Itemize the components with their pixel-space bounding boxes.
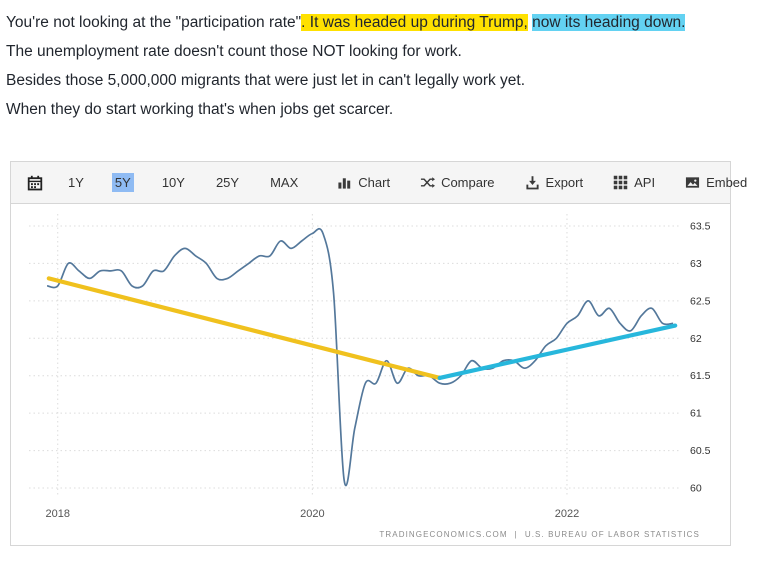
compare-button[interactable]: Compare [420,175,495,190]
action-label: API [634,175,656,190]
range-buttons: 1Y 5Y 10Y 25Y MAX [65,173,301,192]
action-buttons: Chart Compare Export API Embed [337,175,747,190]
post-line: The unemployment rate doesn't count thos… [6,37,769,66]
attribution: TRADINGECONOMICS.COM | U.S. BUREAU OF LA… [11,524,730,545]
post-segment: You're not looking at the "participation… [6,14,302,31]
highlight-yellow: . It was headed up during Trump, [301,14,528,31]
action-label: Embed [706,175,748,190]
embed-button[interactable]: Embed [685,175,747,190]
calendar-icon[interactable] [27,175,43,191]
y-axis-label: 60.5 [690,445,711,457]
y-axis-label: 63.5 [690,220,711,232]
highlight-cyan: now its heading down. [532,14,686,31]
attribution-source[interactable]: TRADINGECONOMICS.COM [379,530,508,539]
participation-rate-line [46,227,674,487]
chart-area: 60 60.5 61 61.5 62 62.5 63 63.5 2018 2020 2022 TRA… [11,204,730,545]
compare-icon [420,175,436,190]
x-axis-label: 2020 [300,508,324,520]
post-line: When they do start working that's when j… [6,95,769,124]
range-button-10y[interactable]: 10Y [159,173,188,192]
range-button-5y[interactable]: 5Y [111,173,134,192]
range-button-25y[interactable]: 25Y [213,173,242,192]
api-icon [613,175,628,190]
range-button-1y[interactable]: 1Y [65,173,87,192]
y-axis-label: 62.5 [690,295,711,307]
embed-icon [685,175,700,190]
api-button[interactable]: API [613,175,655,190]
bar-chart-icon [337,175,352,190]
x-axis-label: 2022 [555,508,579,520]
post-line: Besides those 5,000,000 migrants that we… [6,66,769,95]
post-segment: Besides those 5,000,000 migrants that we… [6,72,526,89]
y-axis-label: 63 [690,258,702,270]
participation-rate-chart[interactable]: 60 60.5 61 61.5 62 62.5 63 63.5 2018 2020 2022 [11,204,730,524]
post-segment: When they do start working that's when j… [6,101,394,118]
attribution-agency: U.S. BUREAU OF LABOR STATISTICS [524,530,700,539]
action-label: Chart [358,175,391,190]
trend-line-down [46,276,442,381]
y-axis-label: 62 [690,333,702,345]
attribution-separator: | [514,530,518,539]
export-button[interactable]: Export [525,175,584,190]
chart-widget: 1Y 5Y 10Y 25Y MAX Chart Compare Export API Embed… [10,161,747,546]
action-label: Compare [441,175,495,190]
post-text: You're not looking at the "participation… [0,0,769,124]
y-axis-label: 61.5 [690,370,711,382]
x-axis-label: 2018 [45,508,69,520]
trend-line-up [437,323,678,381]
range-button-max[interactable]: MAX [267,173,301,192]
y-axis-label: 60 [690,483,702,495]
action-label: Export [545,175,584,190]
y-axis-label: 61 [690,408,702,420]
post-line: You're not looking at the "participation… [6,8,769,37]
export-icon [525,175,540,190]
chart-toolbar: 1Y 5Y 10Y 25Y MAX Chart Compare Export API Embed [11,162,747,204]
chart-button[interactable]: Chart [337,175,390,190]
post-segment: The unemployment rate doesn't count thos… [6,43,462,60]
